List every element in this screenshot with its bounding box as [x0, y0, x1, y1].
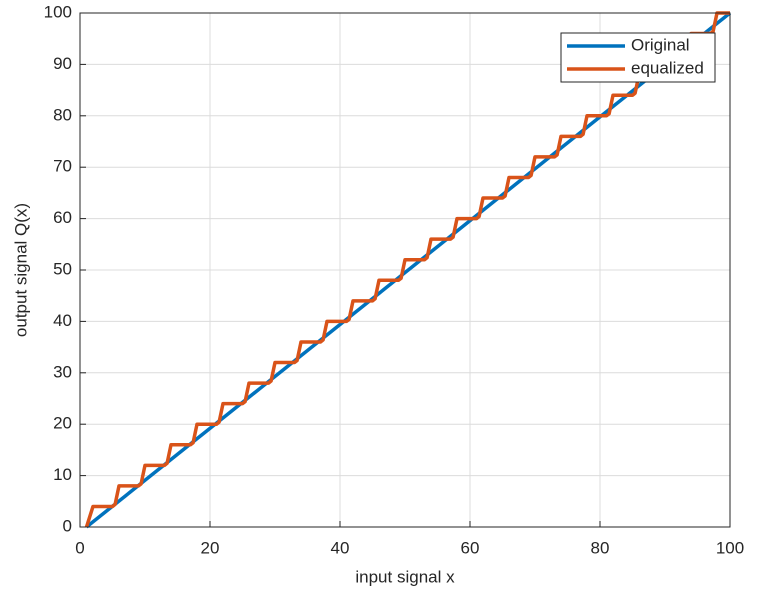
x-tick-label: 20 [201, 538, 220, 557]
x-tick-label: 0 [75, 538, 84, 557]
y-tick-label: 20 [53, 414, 72, 433]
y-tick-label: 70 [53, 157, 72, 176]
y-tick-label: 30 [53, 362, 72, 381]
y-tick-label: 100 [44, 2, 72, 21]
y-tick-label: 10 [53, 465, 72, 484]
series-line [84, 11, 730, 528]
x-tick-label: 100 [716, 538, 744, 557]
y-tick-label: 80 [53, 105, 72, 124]
y-tick-label: 60 [53, 208, 72, 227]
x-tick-label: 80 [591, 538, 610, 557]
y-axis-label: output signal Q(x) [11, 203, 30, 337]
legend-label: equalized [631, 58, 704, 77]
legend-box [560, 32, 716, 83]
y-tick-label: 40 [53, 311, 72, 330]
x-axis-label: input signal x [355, 567, 455, 586]
x-tick-label: 40 [331, 538, 350, 557]
y-tick-label: 0 [63, 516, 72, 535]
x-tick-label: 60 [461, 538, 480, 557]
y-tick-label: 50 [53, 259, 72, 278]
legend-label: Original [631, 35, 690, 54]
axes-box [79, 12, 731, 528]
y-tick-label: 90 [53, 54, 72, 73]
